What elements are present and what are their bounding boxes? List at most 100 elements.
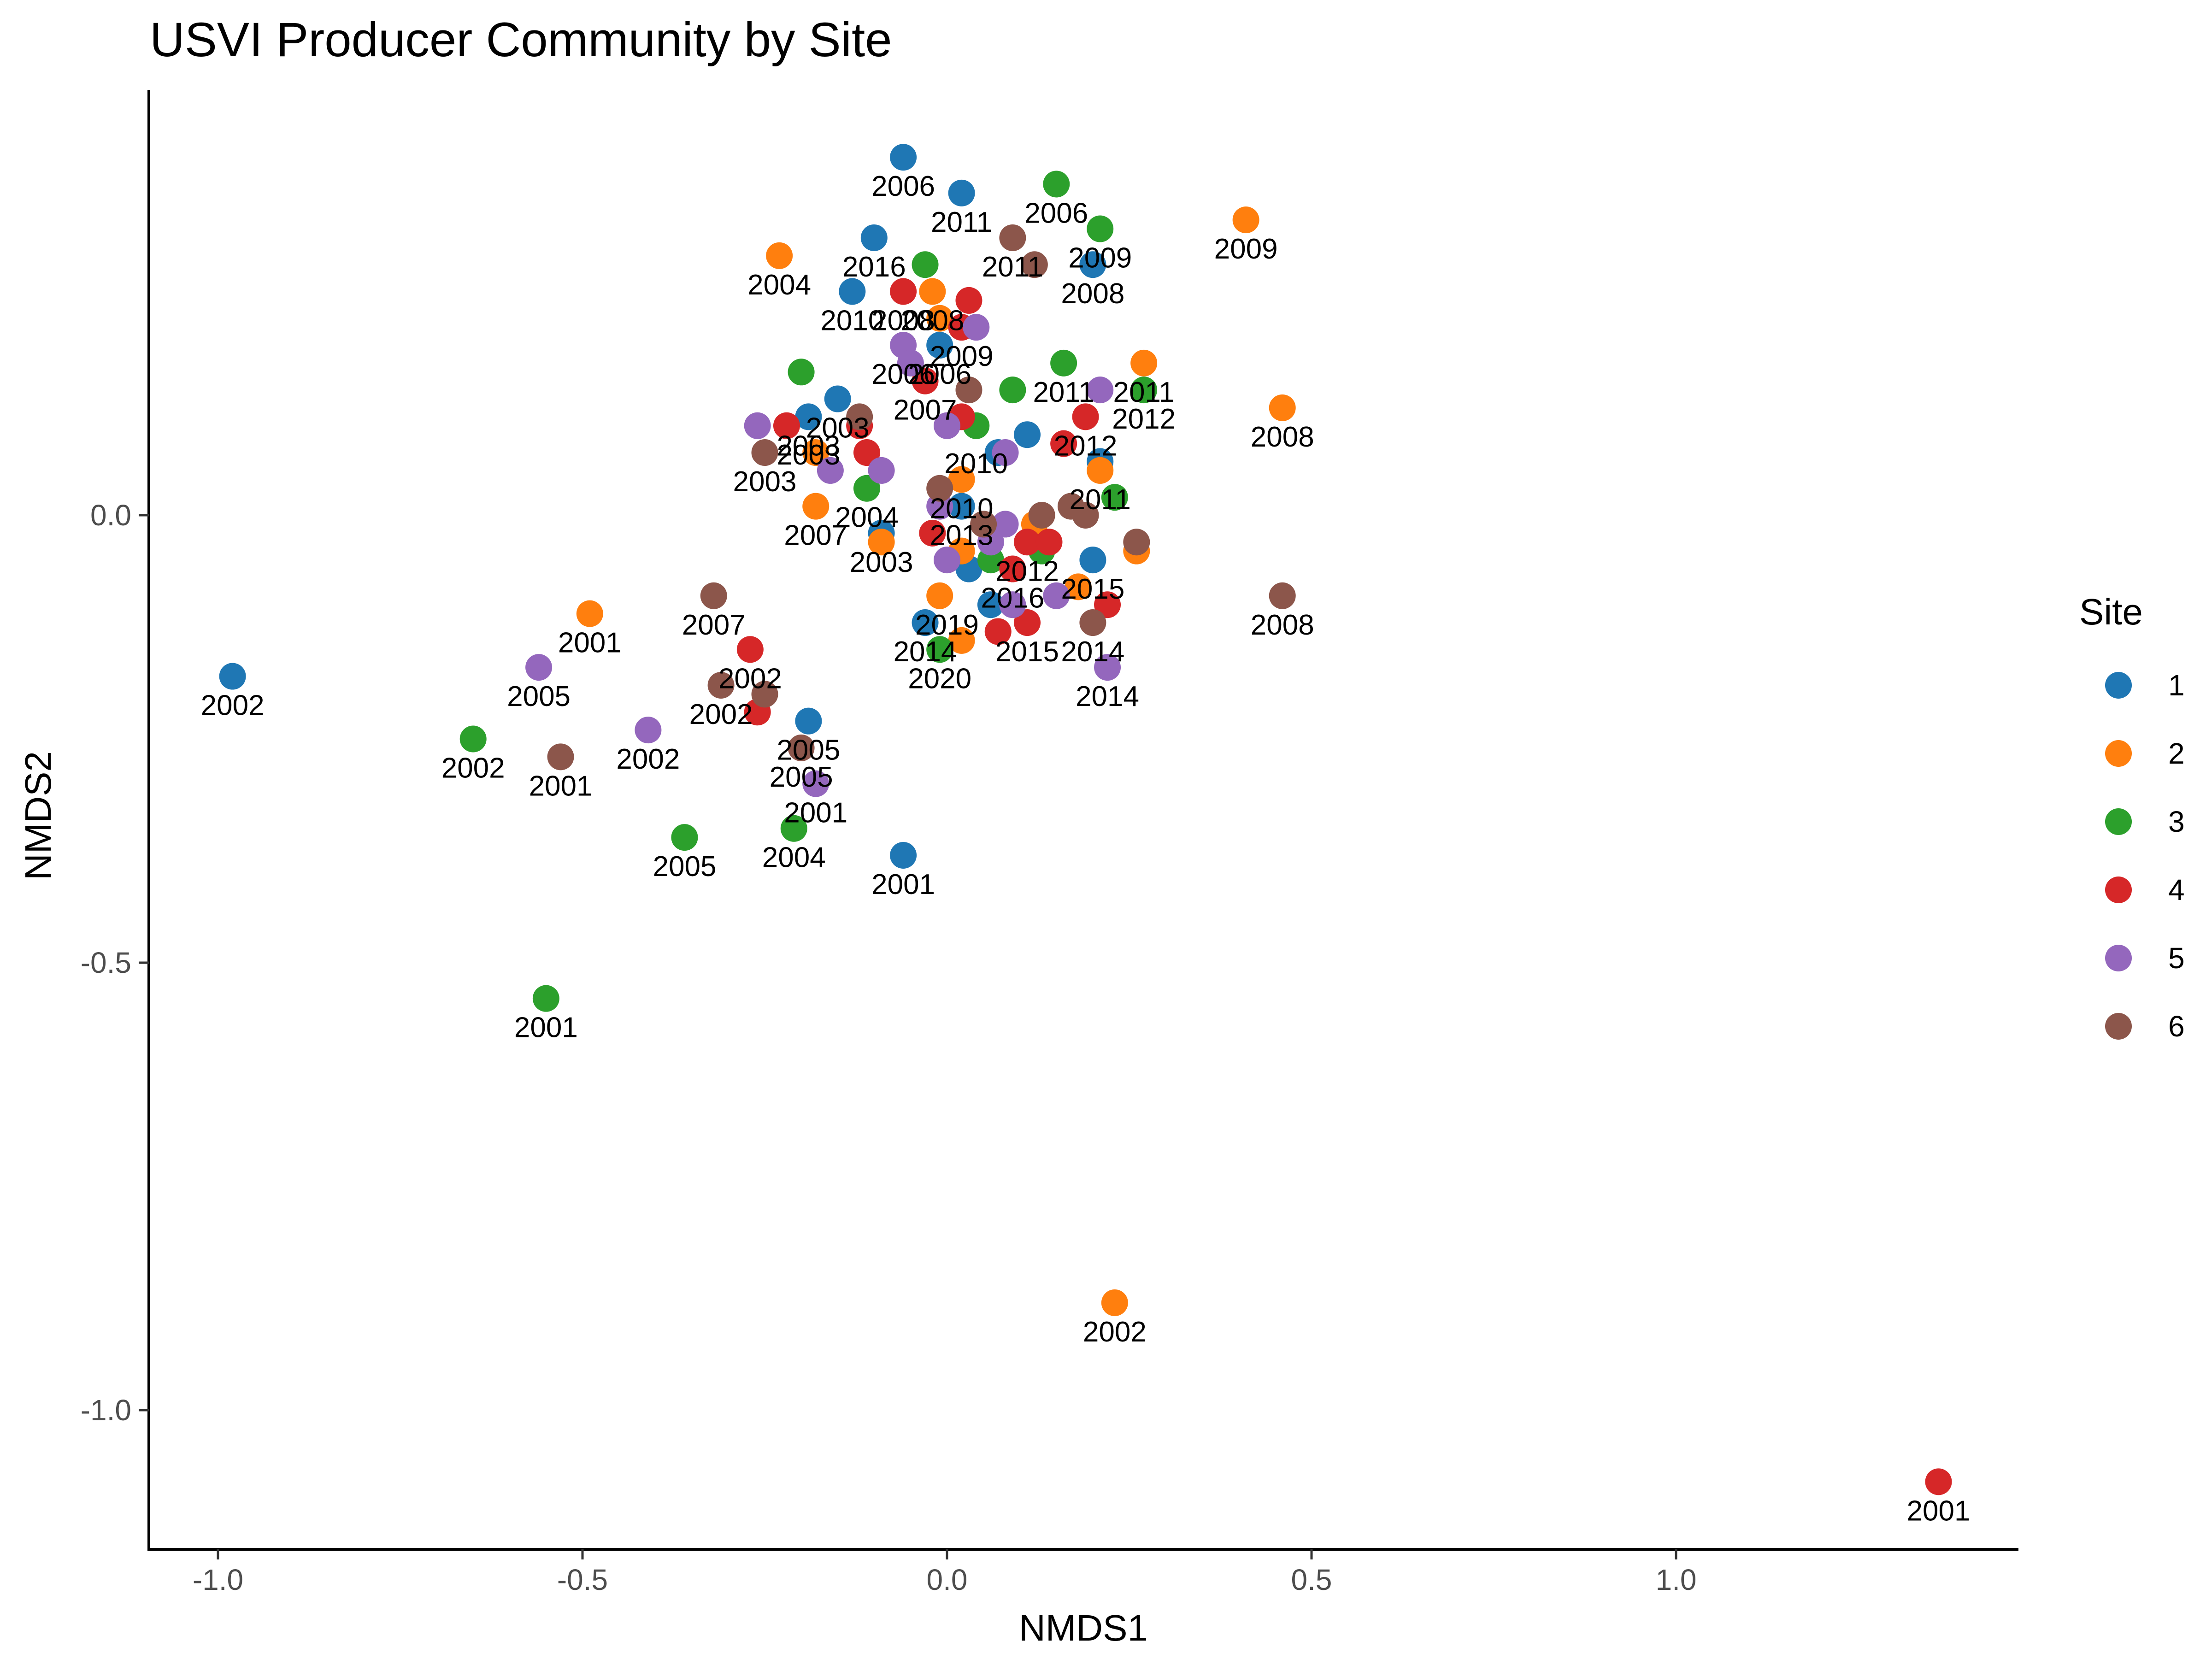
- point-label: 2014: [894, 636, 957, 668]
- data-point-site-4: [1035, 529, 1063, 556]
- data-point-site-5: [934, 547, 960, 574]
- point-label: 2016: [981, 582, 1044, 614]
- data-point-site-3: [1101, 484, 1128, 511]
- legend-key-site-3: [2105, 808, 2132, 835]
- data-point-site-2: [926, 582, 953, 609]
- legend-items: 1 2 3 4 5 6: [2105, 669, 2185, 1043]
- point-label: 2008: [1251, 421, 1314, 453]
- data-point-site-3: [1130, 377, 1158, 404]
- data-point-site-4: [1014, 609, 1041, 636]
- data-point-site-4: [853, 439, 880, 466]
- point-label: 2001: [529, 770, 593, 802]
- data-point-site-6: [547, 743, 574, 771]
- legend-label: 4: [2168, 873, 2185, 906]
- legend-key-site-1: [2105, 672, 2132, 699]
- point-label: 2008: [1251, 609, 1314, 641]
- point-label: 2004: [747, 269, 811, 301]
- point-label: 2001: [784, 797, 847, 829]
- point-label: 2005: [777, 735, 840, 766]
- point-label: 2002: [441, 753, 505, 784]
- legend-label: 3: [2168, 805, 2185, 838]
- point-label: 2012: [1054, 430, 1118, 462]
- legend-key-site-2: [2105, 740, 2132, 767]
- data-point-site-6: [846, 403, 873, 430]
- data-point-site-1: [1079, 251, 1106, 278]
- data-point-site-5: [802, 770, 830, 797]
- data-point-site-1: [795, 403, 822, 430]
- data-point-site-2: [919, 278, 946, 305]
- point-label: 2019: [915, 609, 979, 641]
- point-label: 2007: [894, 394, 957, 426]
- data-point-site-3: [1043, 171, 1070, 198]
- data-point-site-5: [897, 349, 924, 377]
- data-point-site-6: [751, 439, 778, 466]
- x-tick-label: -0.5: [557, 1563, 608, 1596]
- x-ticks: -1.0 -0.5 0.0 0.5 1.0: [193, 1549, 1697, 1596]
- x-tick-label: 0.5: [1291, 1563, 1332, 1596]
- data-point-site-3: [1050, 349, 1077, 377]
- point-label: 2014: [1076, 681, 1139, 712]
- data-point-site-6: [1123, 529, 1150, 556]
- data-point-site-4: [1072, 403, 1099, 430]
- data-point-site-5: [999, 591, 1026, 618]
- x-axis-title: NMDS1: [1019, 1607, 1148, 1648]
- data-point-site-4: [999, 555, 1026, 582]
- data-point-site-2: [802, 493, 830, 520]
- point-label: 2016: [842, 251, 906, 283]
- data-point-site-3: [532, 985, 559, 1012]
- data-point-site-6: [955, 377, 982, 404]
- data-point-site-6: [1021, 251, 1048, 278]
- point-label: 2011: [982, 251, 1043, 283]
- point-label: 2001: [1907, 1495, 1971, 1527]
- point-label: 2003: [806, 412, 870, 444]
- point-label: 2004: [835, 502, 899, 534]
- point-label: 2005: [507, 681, 571, 712]
- point-label: 2005: [653, 851, 717, 882]
- point-label: 2001: [558, 627, 622, 659]
- data-point-site-1: [890, 144, 917, 171]
- legend: Site 1 2 3 4 5 6: [2079, 591, 2185, 1043]
- y-tick-label: 0.0: [90, 499, 131, 532]
- legend-label: 1: [2168, 669, 2185, 702]
- data-point-site-3: [671, 824, 698, 851]
- data-point-site-6: [970, 511, 997, 538]
- data-point-site-1: [948, 493, 975, 520]
- data-point-site-1: [1079, 547, 1106, 574]
- point-label: 2011: [1113, 377, 1174, 408]
- data-point-site-5: [1043, 582, 1070, 609]
- data-point-site-3: [459, 725, 487, 753]
- point-label: 2008: [1061, 278, 1124, 310]
- data-point-site-4: [912, 367, 939, 394]
- point-label: 2007: [784, 520, 847, 552]
- data-point-site-1: [824, 385, 851, 412]
- data-point-site-1: [926, 332, 953, 359]
- axes: [147, 90, 2018, 1551]
- point-labels-layer: 2006201120162008201020062003200320132003…: [201, 171, 1971, 1527]
- data-point-site-4: [1094, 591, 1121, 618]
- data-point-site-2: [948, 466, 975, 493]
- point-label: 2009: [1068, 242, 1132, 274]
- legend-key-site-4: [2105, 877, 2132, 903]
- data-point-site-5: [963, 314, 990, 341]
- data-point-site-5: [868, 457, 895, 484]
- x-tick-label: 1.0: [1656, 1563, 1697, 1596]
- data-point-site-1: [1014, 421, 1041, 448]
- legend-label: 6: [2168, 1010, 2185, 1043]
- data-point-site-2: [576, 600, 603, 627]
- point-label: 2012: [1112, 403, 1176, 435]
- data-point-site-4: [955, 287, 982, 314]
- point-label: 2011: [1033, 377, 1094, 408]
- data-point-site-6: [707, 671, 735, 699]
- point-label: 2015: [995, 636, 1059, 668]
- point-label: 2002: [616, 743, 680, 775]
- data-point-site-2: [948, 627, 975, 654]
- y-axis-title: NMDS2: [18, 751, 59, 880]
- point-label: 2006: [908, 359, 971, 390]
- data-point-site-1: [890, 841, 917, 869]
- point-label: 2004: [762, 842, 826, 874]
- point-label: 2005: [770, 761, 833, 793]
- data-point-site-1: [912, 609, 939, 636]
- data-point-site-4: [773, 412, 800, 439]
- data-point-site-5: [1087, 377, 1114, 404]
- data-point-site-2: [766, 242, 793, 269]
